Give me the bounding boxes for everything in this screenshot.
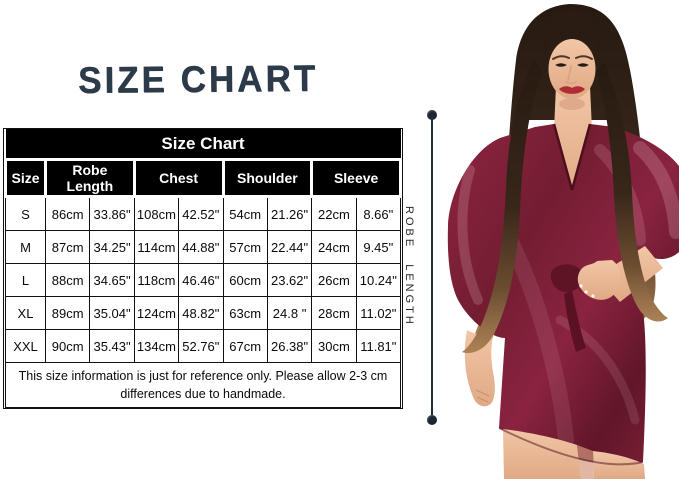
table-row-xxl: XXL 90cm 35.43" 134cm 52.76" 67cm 26.38"… xyxy=(5,329,402,363)
cell: 86cm xyxy=(44,196,91,231)
cell: 67cm xyxy=(222,329,268,363)
cell: 34.25" xyxy=(89,230,135,264)
cell: S xyxy=(5,196,46,231)
table-header-row: Size Robe Length Chest Shoulder Sleeve xyxy=(4,158,402,198)
model-hair-front-right xyxy=(596,62,668,322)
column-header-chest: Chest xyxy=(132,158,225,198)
cell: 33.86" xyxy=(89,196,135,231)
model-eyes xyxy=(555,63,589,67)
cell: 114cm xyxy=(133,230,180,264)
cell: 35.43" xyxy=(89,329,135,363)
column-header-size: Size xyxy=(4,158,47,198)
model-photo xyxy=(447,4,679,479)
cell: 42.52" xyxy=(178,196,224,231)
column-header-robe-length: Robe Length xyxy=(44,158,136,198)
cell: 28cm xyxy=(311,296,357,330)
cell: 8.66" xyxy=(355,196,402,231)
model-eyebrows xyxy=(552,55,593,60)
table-row-xl: XL 89cm 35.04" 124cm 48.82" 63cm 24.8 " … xyxy=(5,296,402,330)
note-line-2: differences due to handmade. xyxy=(120,387,286,402)
model-neck-chest xyxy=(544,86,602,198)
measure-endpoint-bottom xyxy=(427,415,437,425)
cell: 60cm xyxy=(222,263,268,297)
right-hand-nails xyxy=(579,284,595,298)
cell: 22cm xyxy=(311,196,357,231)
cell: 88cm xyxy=(44,263,91,297)
model-neck-shadow xyxy=(559,98,585,110)
table-row-m: M 87cm 34.25" 114cm 44.88" 57cm 22.44" 2… xyxy=(5,230,402,264)
table-row-s: S 86cm 33.86" 108cm 42.52" 54cm 21.26" 2… xyxy=(5,196,402,231)
cell: 54cm xyxy=(222,196,268,231)
model-lips xyxy=(559,86,585,94)
cell: 124cm xyxy=(133,296,180,330)
cell: L xyxy=(5,263,46,297)
cell: 30cm xyxy=(311,329,357,363)
cell: M xyxy=(5,230,46,264)
cell: 44.88" xyxy=(178,230,224,264)
cell: 24cm xyxy=(311,230,357,264)
model-nose xyxy=(565,65,577,85)
cell: 21.26" xyxy=(266,196,313,231)
cell: 26cm xyxy=(311,263,357,297)
table-title-row: Size Chart xyxy=(5,129,401,160)
cell: 134cm xyxy=(133,329,180,363)
column-header-sleeve: Sleeve xyxy=(310,158,402,198)
robe-hem-shadow xyxy=(498,427,644,466)
cell: 57cm xyxy=(222,230,268,264)
thigh-gap-shadow xyxy=(577,445,594,479)
cell: 22.44" xyxy=(266,230,313,264)
column-header-shoulder: Shoulder xyxy=(221,158,314,198)
cell: 35.04" xyxy=(89,296,135,330)
cell: 26.38" xyxy=(266,329,313,363)
cell: 63cm xyxy=(222,296,268,330)
cell: 108cm xyxy=(133,196,180,231)
measure-endpoint-top xyxy=(427,110,437,120)
model-right-hand xyxy=(577,260,621,300)
model-hair-front-left xyxy=(462,58,542,354)
cell: 46.46" xyxy=(178,263,224,297)
cell: 11.02" xyxy=(355,296,402,330)
cell: 52.76" xyxy=(178,329,224,363)
left-hand-finger-lines xyxy=(475,389,490,403)
cell: 9.45" xyxy=(355,230,402,264)
cell: 34.65" xyxy=(89,263,135,297)
cell: 90cm xyxy=(44,329,91,363)
page-title: SIZE CHART xyxy=(77,57,319,102)
cell: XXL xyxy=(5,329,46,363)
note-line-1: This size information is just for refere… xyxy=(18,369,388,383)
cell: 11.81" xyxy=(355,329,402,363)
table-note-row: This size information is just for refere… xyxy=(5,361,401,409)
model-hair-top xyxy=(543,9,601,54)
belt-bow xyxy=(550,264,584,292)
cell: 23.62" xyxy=(266,263,313,297)
model-left-thigh xyxy=(503,429,581,479)
belt-ribbon xyxy=(564,290,586,352)
robe-length-measure-line xyxy=(431,116,433,418)
cell: 48.82" xyxy=(178,296,224,330)
cell: 118cm xyxy=(133,263,180,297)
robe-length-label: ROBE LENGTH xyxy=(403,206,415,327)
robe-collar-seam xyxy=(552,123,592,191)
cell: 24.8 " xyxy=(266,296,313,330)
table-row-l: L 88cm 34.65" 118cm 46.46" 60cm 23.62" 2… xyxy=(5,263,402,297)
size-table: Size Chart Size Robe Length Chest Should… xyxy=(3,128,403,410)
cell: XL xyxy=(5,296,46,330)
table-title: Size Chart xyxy=(5,129,401,160)
cell: 87cm xyxy=(44,230,91,264)
cell: 89cm xyxy=(44,296,91,330)
model-face xyxy=(548,39,596,99)
cell: 10.24" xyxy=(355,263,402,297)
